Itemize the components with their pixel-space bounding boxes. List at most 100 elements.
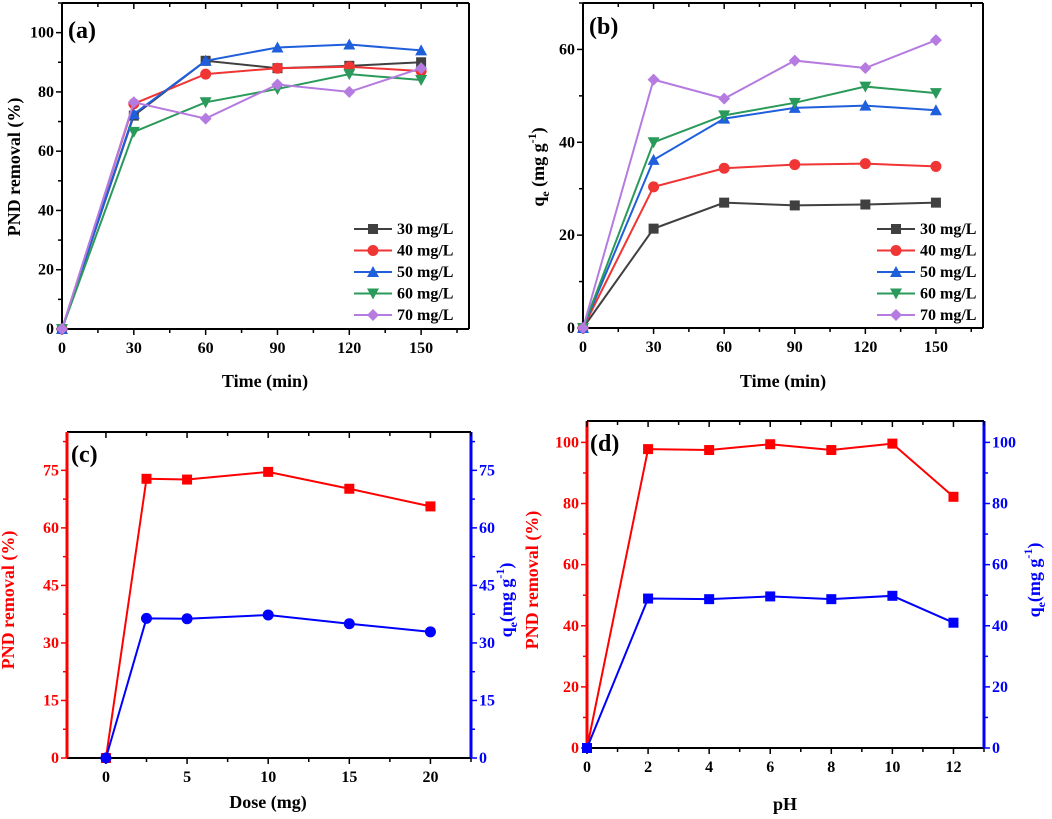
panel-c: 0 5 10 15 20 0 0 15 15 30 30 45 45 60 60 75 75 (c) Dose (m… (0, 431, 520, 813)
data-point (788, 97, 801, 109)
ylabel-sup: -1 (525, 133, 539, 143)
series-line (582, 201, 936, 329)
data-point (424, 626, 436, 638)
data-point (577, 322, 589, 334)
legend-label: 50 mg/L (920, 264, 976, 281)
x-tick-label: 6 (766, 759, 774, 776)
data-point (765, 591, 776, 602)
data-point (263, 466, 274, 477)
data-point (718, 162, 730, 174)
ylabel-close: ) (1024, 543, 1045, 549)
series-line (586, 594, 954, 749)
ylabel-close: ) (496, 563, 517, 569)
series-40-mg-l (577, 158, 942, 334)
y-axis-label: qe (mg g-1) (525, 127, 552, 206)
x-tick-label: 90 (787, 339, 803, 356)
y-tick-label: 100 (30, 25, 54, 42)
y-tick-label: 60 (38, 143, 54, 160)
legend-label: 60 mg/L (920, 286, 976, 303)
legend-label: 30 mg/L (397, 221, 453, 238)
data-point (887, 438, 898, 449)
legend-item: 50 mg/L (877, 264, 976, 281)
data-point (860, 199, 871, 210)
y-tick-label-right: 30 (479, 635, 495, 652)
ylabel-q: q (496, 627, 516, 637)
y-tick-label: 60 (43, 520, 59, 537)
legend-label: 40 mg/L (920, 243, 976, 260)
ylabel-units: (mg g (528, 143, 549, 191)
data-point (719, 197, 730, 208)
legend-item: 70 mg/L (877, 307, 976, 324)
y-tick-label: 80 (38, 84, 54, 101)
data-point (789, 200, 800, 211)
data-point (859, 62, 872, 74)
series-line (104, 613, 431, 759)
series-50-mg-l (577, 99, 942, 333)
series-line (582, 104, 937, 329)
data-point (344, 483, 355, 494)
series-line (104, 470, 431, 759)
x-tick-label: 2 (644, 759, 652, 776)
legend-marker (367, 266, 379, 277)
data-point (127, 108, 140, 120)
series-line (61, 43, 422, 330)
ylabel-sub: e (538, 191, 552, 197)
legend-item: 60 mg/L (354, 286, 453, 303)
y-tick-label: 40 (38, 202, 54, 219)
data-point (887, 590, 898, 601)
data-point (643, 444, 654, 455)
x-tick-label: 120 (853, 339, 877, 356)
data-point (182, 474, 193, 485)
legend-marker (890, 309, 902, 321)
x-tick-label: 30 (646, 339, 662, 356)
x-axis-label: pH (773, 794, 797, 814)
data-point (648, 223, 659, 234)
data-point (647, 73, 660, 86)
series-line (582, 85, 937, 329)
y-tick-label-right: 45 (479, 577, 495, 594)
y-tick-label-right: 20 (992, 679, 1008, 696)
series-70-mg-l (56, 62, 428, 335)
y-tick-label: 0 (567, 320, 575, 337)
y-tick-label: 0 (571, 740, 579, 757)
ylabel-sup: -1 (493, 569, 507, 579)
series-70-mg-l (577, 34, 942, 334)
y-tick-label: 20 (563, 679, 579, 696)
data-point (343, 85, 356, 98)
legend-marker (367, 288, 379, 300)
x-tick-label: 120 (337, 340, 361, 357)
data-point (930, 160, 942, 172)
y-axis-label: PND removal (%) (0, 531, 19, 670)
panel-label: (d) (590, 431, 619, 457)
y-tick-label: 80 (563, 496, 579, 513)
data-point (127, 96, 140, 109)
legend-label: 70 mg/L (920, 307, 976, 324)
data-point (343, 618, 355, 630)
x-tick-label: 4 (705, 759, 713, 776)
data-point (859, 158, 871, 170)
x-tick-label: 20 (422, 769, 438, 786)
data-point (859, 81, 872, 93)
y-tick-label-right: 75 (479, 462, 495, 479)
legend-item: 60 mg/L (877, 286, 976, 303)
y-tick-label: 20 (559, 227, 575, 244)
y-tick-label: 0 (46, 321, 54, 338)
panel-a: 0 30 60 90 120 150 0 20 40 60 80 100 (a) Time (min) PN… (4, 2, 470, 392)
y-tick-label: 15 (43, 692, 59, 709)
panel-label: (c) (71, 442, 98, 468)
data-point (415, 62, 428, 75)
y-tick-label-right: 0 (992, 740, 1000, 757)
data-point (948, 617, 959, 628)
data-point (262, 609, 274, 621)
ylabel-q: q (528, 197, 548, 207)
data-point (582, 743, 592, 753)
data-point (200, 68, 212, 80)
y-tick-label: 45 (43, 577, 59, 594)
x-axis-label: Time (min) (740, 371, 826, 392)
panel-label: (a) (68, 18, 96, 44)
y-tick-label-right: 100 (992, 434, 1016, 451)
y-tick-label: 20 (38, 262, 54, 279)
y-tick-label: 40 (559, 134, 575, 151)
ylabel-q: q (1024, 607, 1044, 617)
